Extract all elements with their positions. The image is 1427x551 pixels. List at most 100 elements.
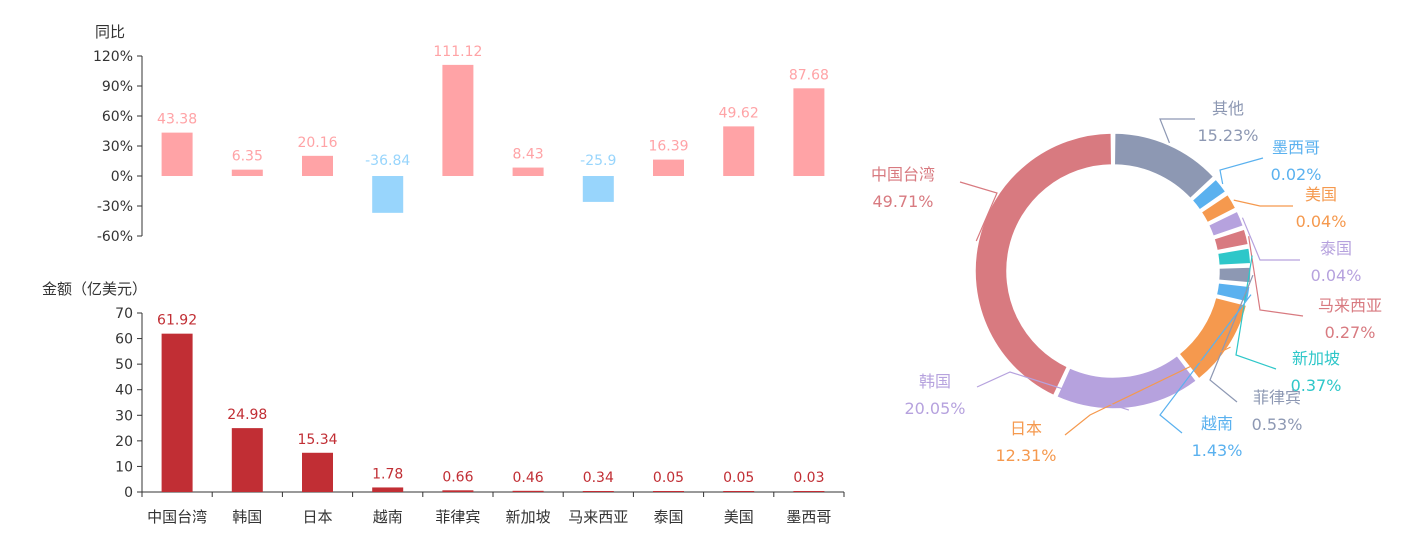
donut-leader-line — [976, 371, 1130, 411]
yoy-value-label: 6.35 — [232, 149, 263, 165]
donut-leader-line — [1159, 294, 1252, 434]
donut-slice-name: 中国台湾 — [871, 165, 935, 184]
donut-slice-percent: 0.04% — [1311, 266, 1362, 285]
x-category-label: 新加坡 — [506, 508, 551, 526]
donut-slice-percent: 0.02% — [1271, 165, 1322, 184]
amount-value-label: 0.05 — [723, 470, 754, 486]
amount-y-tick-label: 50 — [115, 357, 133, 373]
amount-y-tick-label: 0 — [124, 485, 133, 501]
x-category-label: 日本 — [302, 508, 332, 526]
amount-y-tick-label: 10 — [115, 459, 133, 475]
yoy-value-label: 111.12 — [433, 44, 482, 60]
amount-y-tick-label: 40 — [115, 383, 133, 399]
donut-slice-name: 新加坡 — [1292, 349, 1340, 368]
amount-bar-chart: 金额（亿美元） 70 60 50 40 30 20 10 0 61.92 24.98 15.34 1.7… — [42, 280, 845, 526]
donut-slice-name: 越南 — [1201, 414, 1233, 433]
yoy-value-label: 43.38 — [157, 112, 197, 128]
yoy-bar — [231, 169, 263, 176]
amount-value-label: 15.34 — [297, 432, 337, 448]
amount-y-tick-label: 20 — [115, 434, 133, 450]
amount-bar — [582, 491, 614, 492]
donut-slice-name: 泰国 — [1320, 239, 1352, 258]
x-category-label: 马来西亚 — [568, 508, 628, 526]
amount-bar — [231, 428, 263, 492]
donut-slice-name: 菲律宾 — [1253, 388, 1301, 407]
yoy-value-label: 87.68 — [789, 67, 829, 83]
amount-value-label: 0.34 — [583, 470, 614, 486]
x-category-label: 越南 — [373, 508, 403, 526]
yoy-bar — [723, 126, 755, 176]
amount-value-label: 0.46 — [513, 470, 544, 486]
amount-y-tick-label: 60 — [115, 332, 133, 348]
donut-slice — [1200, 193, 1237, 224]
amount-y-tick-label: 30 — [115, 408, 133, 424]
x-category-label: 墨西哥 — [786, 508, 831, 526]
amount-value-label: 24.98 — [227, 407, 267, 423]
donut-leader-line — [1159, 118, 1195, 144]
yoy-value-label: 49.62 — [719, 105, 759, 121]
donut-slice-name: 墨西哥 — [1272, 138, 1320, 157]
amount-bar — [512, 490, 544, 492]
yoy-value-label: -36.84 — [365, 153, 410, 169]
donut-slice — [1113, 132, 1215, 200]
donut-slice — [1217, 266, 1252, 284]
yoy-bar — [161, 132, 193, 176]
yoy-y-tick-label: 60% — [102, 109, 133, 125]
amount-bar — [161, 333, 193, 492]
amount-axis-title: 金额（亿美元） — [42, 280, 147, 298]
donut-slice-name: 其他 — [1212, 99, 1244, 118]
amount-value-label: 0.66 — [442, 469, 473, 485]
yoy-bar — [512, 167, 544, 176]
donut-slice — [1177, 296, 1248, 381]
donut-slice — [974, 132, 1113, 397]
donut-slice-percent: 0.53% — [1252, 415, 1303, 434]
donut-slice-name: 马来西亚 — [1318, 296, 1382, 315]
donut-leader-line — [1248, 236, 1304, 317]
amount-bar — [372, 487, 404, 492]
x-category-label: 泰国 — [653, 508, 683, 526]
donut-slice-percent: 0.27% — [1325, 323, 1376, 342]
yoy-value-label: 20.16 — [297, 135, 337, 151]
yoy-y-tick-label: 120% — [93, 49, 133, 65]
amount-bar — [442, 490, 474, 492]
x-category-label: 中国台湾 — [147, 508, 207, 526]
yoy-value-label: 16.39 — [648, 139, 688, 155]
donut-leader-line — [1241, 217, 1300, 261]
amount-y-tick-label: 70 — [115, 306, 133, 322]
amount-bar — [723, 491, 755, 492]
yoy-axis-title: 同比 — [95, 23, 125, 41]
yoy-y-tick-label: 30% — [102, 139, 133, 155]
yoy-bar — [442, 64, 474, 176]
donut-slice — [1191, 178, 1227, 212]
donut-leader-line — [1064, 346, 1231, 436]
yoy-bar — [372, 176, 404, 213]
yoy-bar — [793, 88, 825, 176]
donut-leader-line — [959, 181, 998, 242]
share-donut-chart: 中国台湾 49.71% 其他 15.23% 墨西哥 0.02%美国 0.04% 泰国 0.04%… — [871, 99, 1382, 465]
donut-slice-percent: 20.05% — [904, 399, 965, 418]
donut-slice-name: 美国 — [1305, 185, 1337, 204]
yoy-y-tick-label: -60% — [97, 229, 133, 245]
donut-slice-percent: 0.37% — [1291, 376, 1342, 395]
donut-slice-name: 韩国 — [919, 372, 951, 391]
yoy-y-tick-label: 0% — [111, 169, 133, 185]
yoy-bar — [582, 176, 614, 202]
amount-value-label: 0.03 — [793, 470, 824, 486]
x-category-label: 韩国 — [232, 508, 262, 526]
yoy-value-label: 8.43 — [513, 147, 544, 163]
donut-slice — [1207, 210, 1245, 238]
amount-value-label: 61.92 — [157, 313, 197, 329]
donut-leader-line — [1233, 199, 1293, 207]
amount-value-label: 1.78 — [372, 466, 403, 482]
donut-slice-percent: 1.43% — [1192, 441, 1243, 460]
amount-value-label: 0.05 — [653, 470, 684, 486]
donut-slice-percent: 12.31% — [995, 446, 1056, 465]
amount-bar — [653, 491, 684, 492]
donut-slice — [1213, 228, 1250, 252]
donut-slice — [1215, 281, 1251, 303]
donut-leader-line — [1219, 157, 1264, 185]
yoy-bar-chart: 同比 120% 90% 60% 30% 0% -30% -60% 43.38 6.35 20.16 -… — [93, 23, 829, 245]
yoy-value-label: -25.9 — [580, 153, 616, 169]
